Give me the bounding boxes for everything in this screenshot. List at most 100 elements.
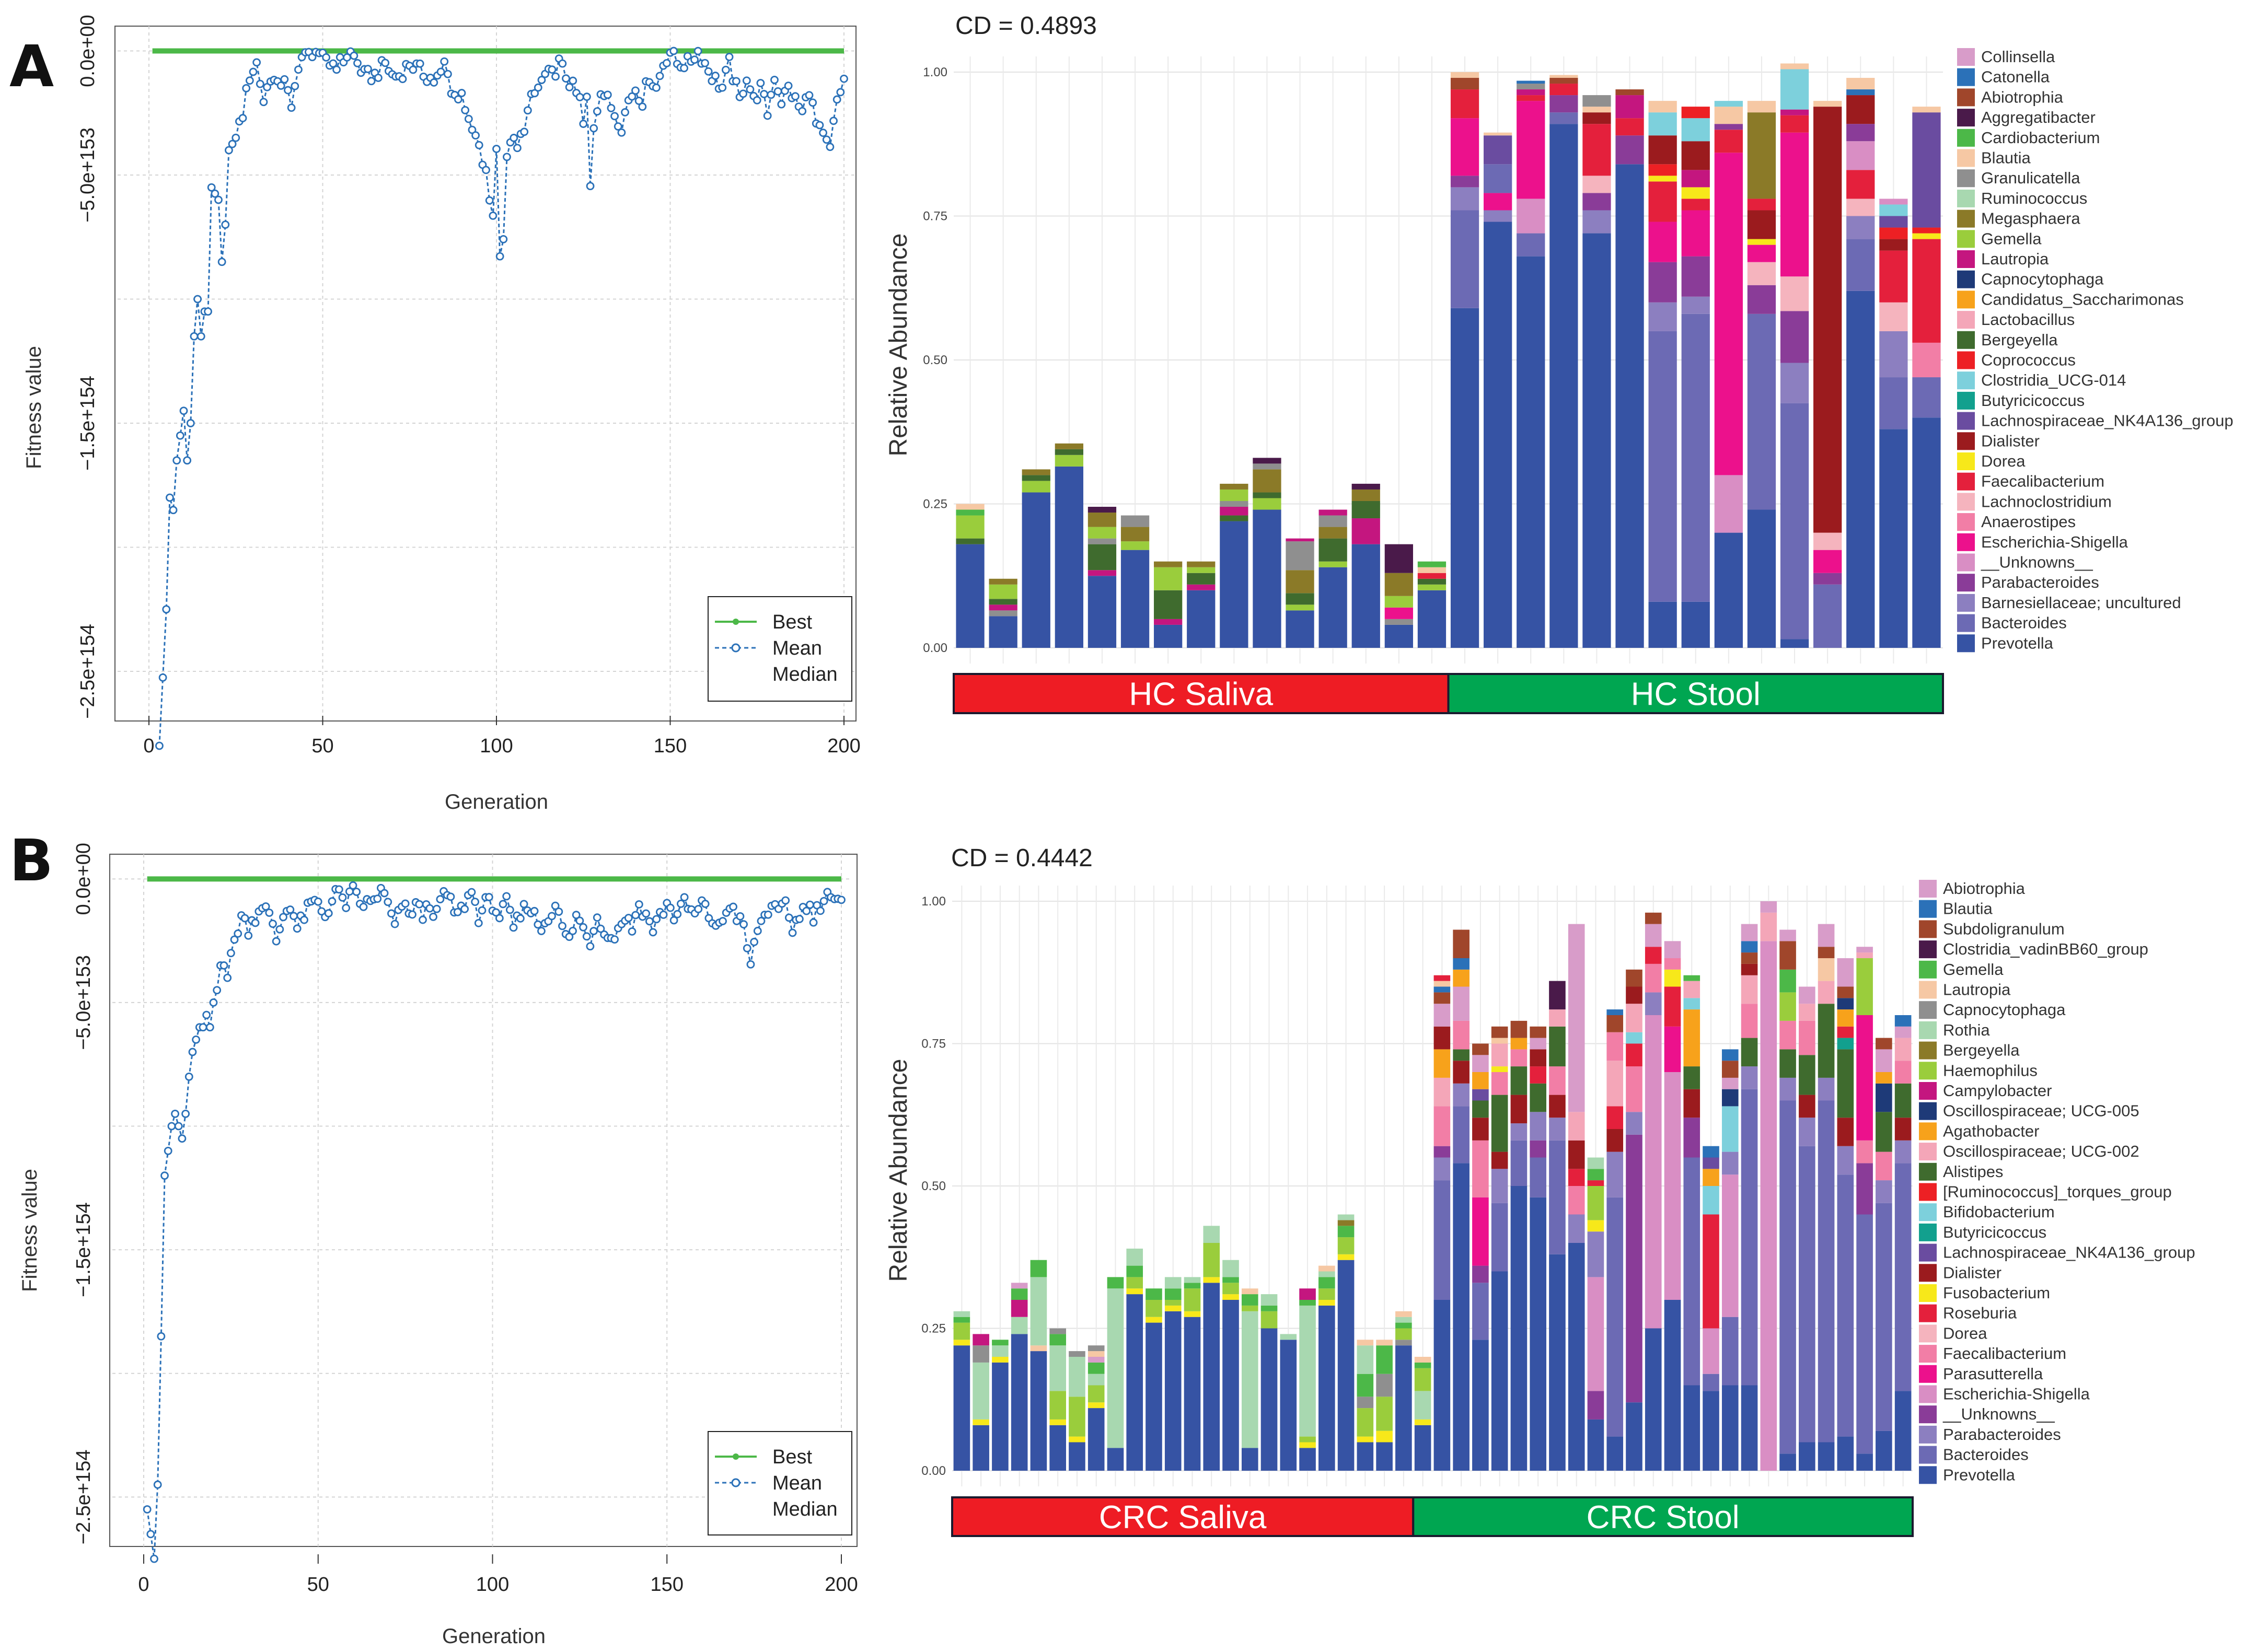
bar-segment <box>1779 1100 1796 1454</box>
mean-point <box>631 86 640 95</box>
legend-swatch <box>1919 1062 1937 1080</box>
mean-point <box>367 77 376 86</box>
bar-segment <box>1664 1300 1681 1471</box>
bar-segment <box>1780 276 1809 311</box>
legend-swatch <box>1919 1446 1937 1464</box>
y-tick-label: 0.75 <box>923 210 947 224</box>
mean-point <box>760 90 768 98</box>
bar-segment <box>953 1345 970 1471</box>
legend-label: Subdoligranulum <box>1943 920 2065 938</box>
bar-segment <box>973 1362 989 1420</box>
mean-point <box>204 307 212 316</box>
stacked-bar <box>1741 924 1758 1471</box>
legend-label: [Ruminococcus]_torques_group <box>1943 1183 2172 1201</box>
stacked-bar <box>1030 1260 1047 1471</box>
bar-segment <box>1721 1049 1739 1061</box>
bar-segment <box>1203 1243 1220 1277</box>
legend-label: Capnocytophaga <box>1943 1000 2066 1019</box>
bar-segment <box>1703 1146 1719 1158</box>
mean-point <box>169 506 178 515</box>
bar-segment <box>1606 1106 1624 1129</box>
bar-segment <box>1818 924 1835 947</box>
panel-letter-b: B <box>9 827 53 894</box>
bar-segment <box>1517 80 1545 84</box>
legend-swatch <box>1957 594 1975 612</box>
composition-plot-a: CD = 0.4893 Relative Abundance 0.000.250… <box>885 12 2234 714</box>
bar-segment <box>1747 313 1776 510</box>
mean-point <box>652 83 661 92</box>
bar-segment <box>1318 1271 1335 1277</box>
legend-swatch <box>1919 1203 1937 1221</box>
bar-segment <box>1049 1334 1066 1346</box>
bar-segment <box>1582 95 1611 107</box>
bar-segment <box>1799 1442 1815 1471</box>
bar-segment <box>1318 561 1347 567</box>
legend-item: Alistipes <box>1919 1162 2003 1181</box>
bar-segment <box>1879 216 1908 228</box>
mean-point <box>669 46 678 55</box>
mean-point <box>624 914 633 922</box>
legend-label: Fusobacterium <box>1943 1284 2050 1302</box>
bar-segment <box>1912 342 1941 378</box>
mean-point <box>819 129 827 137</box>
bar-segment <box>1683 1066 1700 1089</box>
mean-point <box>729 902 737 911</box>
bar-segment <box>1164 1300 1182 1306</box>
bar-segment <box>1837 958 1854 987</box>
legend-median-label: Median <box>772 1498 838 1520</box>
bar-segment <box>1280 1340 1297 1471</box>
mean-point <box>188 1048 197 1056</box>
bar-segment <box>1384 619 1413 625</box>
bar-segment <box>1721 1385 1739 1471</box>
stacked-bar <box>1453 929 1470 1471</box>
legend-item: Agathobacter <box>1919 1122 2039 1141</box>
mean-point <box>244 931 253 940</box>
legend-label: Agathobacter <box>1943 1122 2039 1140</box>
mean-point <box>791 92 800 101</box>
bar-segment <box>1030 1260 1047 1277</box>
legend-label: Collinsella <box>1981 48 2055 66</box>
mean-point <box>381 59 390 67</box>
mean-point <box>610 112 619 121</box>
bar-segment <box>1087 576 1117 648</box>
bar-segment <box>1681 210 1710 257</box>
mean-point <box>183 456 192 465</box>
mean-point <box>614 122 622 131</box>
legend-label: Coprococcus <box>1981 351 2076 369</box>
bar-segment <box>1879 377 1908 429</box>
y-tick-label: 0.0e+00 <box>73 843 95 915</box>
bar-segment <box>1510 1123 1528 1141</box>
mean-point <box>784 82 793 90</box>
legend-item: Aggregatibacter <box>1957 108 2096 127</box>
legend-best-marker <box>733 619 739 625</box>
bar-segment <box>1450 72 1479 78</box>
bar-segment <box>1011 1288 1028 1300</box>
bar-segment <box>1146 1317 1162 1323</box>
legend-swatch <box>1957 513 1975 531</box>
bar-segment <box>1703 1186 1719 1215</box>
bar-segment <box>1683 998 1700 1010</box>
bar-segment <box>1664 986 1681 1027</box>
bar-segment <box>1837 1026 1854 1038</box>
bar-segment <box>1846 78 1875 90</box>
mean-point <box>453 908 462 916</box>
bar-segment <box>1606 1009 1624 1015</box>
mean-point <box>401 899 410 908</box>
mean-point <box>530 89 539 98</box>
bar-segment <box>1530 1197 1546 1471</box>
stacked-bar <box>1241 1288 1258 1471</box>
bar-segment <box>1241 1305 1258 1311</box>
stacked-bar <box>1587 1157 1604 1471</box>
legend-item: Fusobacterium <box>1919 1284 2050 1302</box>
legend-label: Abiotrophia <box>1943 879 2026 898</box>
mean-point <box>572 911 581 920</box>
mean-point <box>530 906 539 915</box>
bar-segment <box>1741 941 1758 953</box>
bar-segment <box>1683 1118 1700 1158</box>
mean-point <box>387 909 396 918</box>
legend-item: Catonella <box>1957 68 2050 86</box>
bar-segment <box>973 1334 989 1346</box>
stacked-bar <box>1049 1328 1066 1471</box>
bar-segment <box>1587 1277 1604 1391</box>
group-label: HC Stool <box>1631 677 1761 713</box>
